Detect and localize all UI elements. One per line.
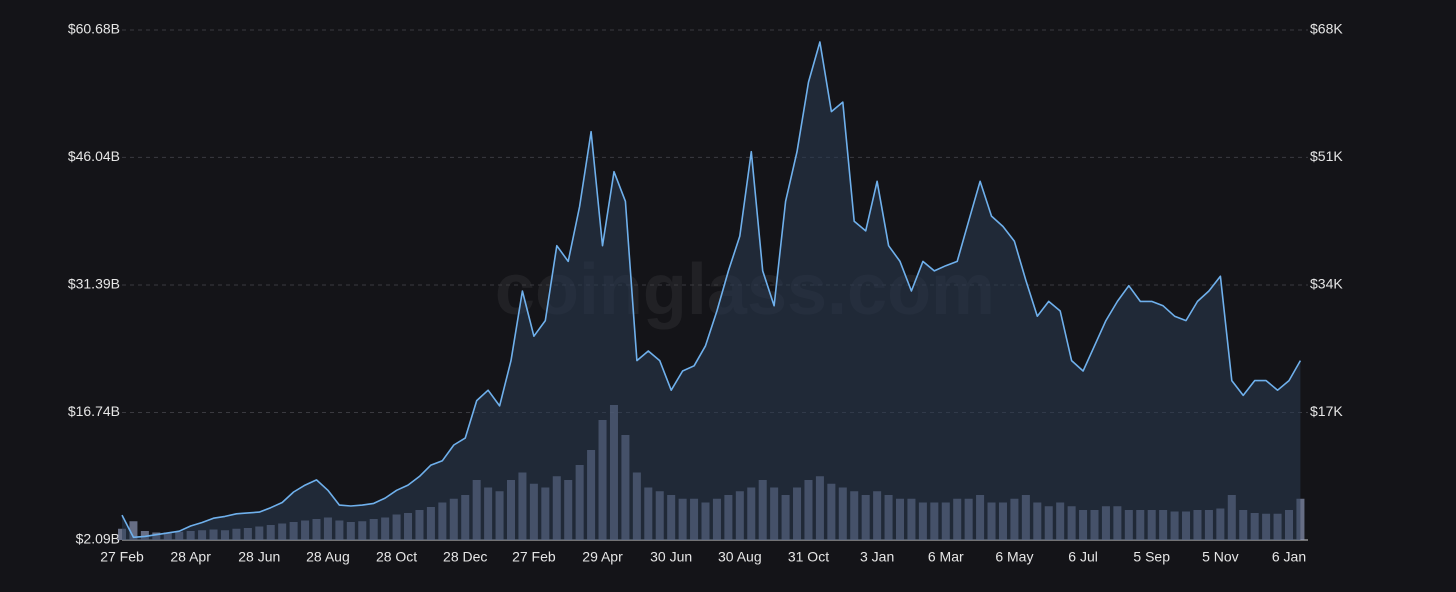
x-tick-label: 29 Apr [582,549,623,565]
x-tick-label: 27 Feb [100,549,144,565]
x-tick-label: 28 Oct [376,549,417,565]
x-tick-label: 6 Jul [1068,549,1098,565]
x-tick-label: 28 Apr [170,549,211,565]
y-tick-label: $2.09B [76,531,120,547]
bar [1296,498,1305,540]
x-tick-label: 6 Jan [1272,549,1306,565]
x-tick-label: 28 Jun [238,549,280,565]
y-tick-label: $46.04B [68,148,120,164]
y2-tick-label: $17K [1310,403,1343,419]
y-tick-label: $31.39B [68,276,120,292]
x-tick-label: 28 Aug [306,549,350,565]
x-tick-label: 3 Jan [860,549,894,565]
x-tick-label: 6 Mar [928,549,964,565]
x-tick-label: 27 Feb [512,549,556,565]
x-tick-label: 28 Dec [443,549,487,565]
x-tick-label: 5 Sep [1133,549,1170,565]
y2-tick-label: $68K [1310,21,1343,37]
x-tick-label: 6 May [995,549,1033,565]
y-tick-label: $16.74B [68,403,120,419]
x-tick-label: 30 Aug [718,549,762,565]
y2-tick-label: $51K [1310,148,1343,164]
area [122,42,1301,540]
line [121,41,1302,539]
y-tick-label: $60.68B [68,21,120,37]
bar [129,521,138,540]
x-tick-label: 5 Nov [1202,549,1239,565]
x-tick-label: 31 Oct [788,549,829,565]
bar [140,531,149,540]
x-tick-label: 30 Jun [650,549,692,565]
y2-tick-label: $34K [1310,276,1343,292]
